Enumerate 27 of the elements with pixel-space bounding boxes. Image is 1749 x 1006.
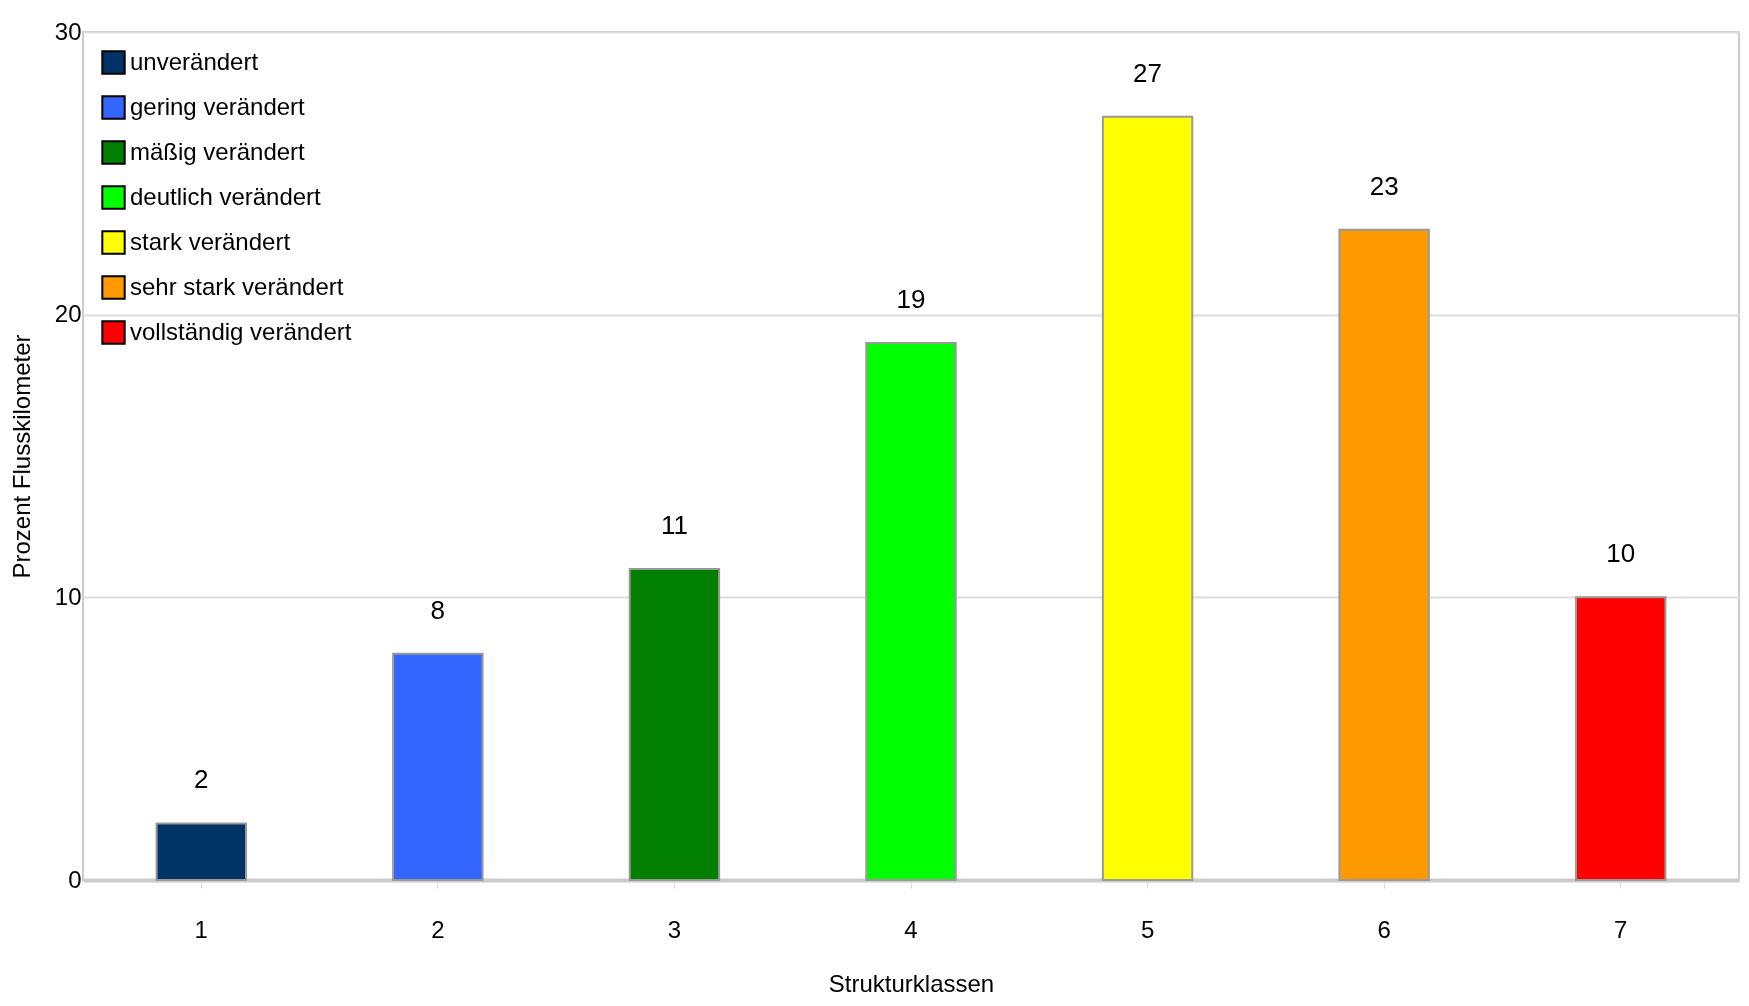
x-tick-label: 2 (431, 915, 445, 943)
legend-label: unverändert (130, 47, 259, 75)
legend-label: sehr stark verändert (130, 272, 344, 300)
x-axis-title: Strukturklassen (828, 969, 995, 997)
y-tick-label: 30 (54, 17, 82, 45)
data-label: 11 (660, 510, 688, 541)
x-tick-label: 7 (1614, 915, 1628, 943)
y-tick-label: 20 (54, 300, 82, 328)
x-tick-label: 1 (194, 915, 208, 943)
data-label: 10 (1606, 538, 1636, 569)
data-label: 19 (896, 283, 926, 314)
y-axis-title: Prozent Flusskilometer (7, 334, 35, 579)
x-tick-label: 3 (667, 915, 682, 943)
legend-label: stark verändert (130, 227, 291, 255)
legend-label: deutlich verändert (130, 182, 322, 210)
data-label: 27 (1133, 57, 1163, 88)
y-tick-label: 10 (54, 582, 82, 610)
x-tick-label: 5 (1140, 915, 1155, 943)
legend-label: mäßig verändert (130, 137, 306, 165)
legend-label: gering verändert (130, 92, 306, 120)
y-tick-label: 0 (68, 865, 82, 893)
data-label: 23 (1369, 170, 1399, 201)
data-label: 2 (194, 764, 209, 795)
x-tick-label: 4 (904, 915, 918, 943)
legend-label: vollständig verändert (130, 317, 352, 345)
x-tick-label: 6 (1377, 915, 1391, 943)
data-label: 8 (430, 594, 446, 625)
